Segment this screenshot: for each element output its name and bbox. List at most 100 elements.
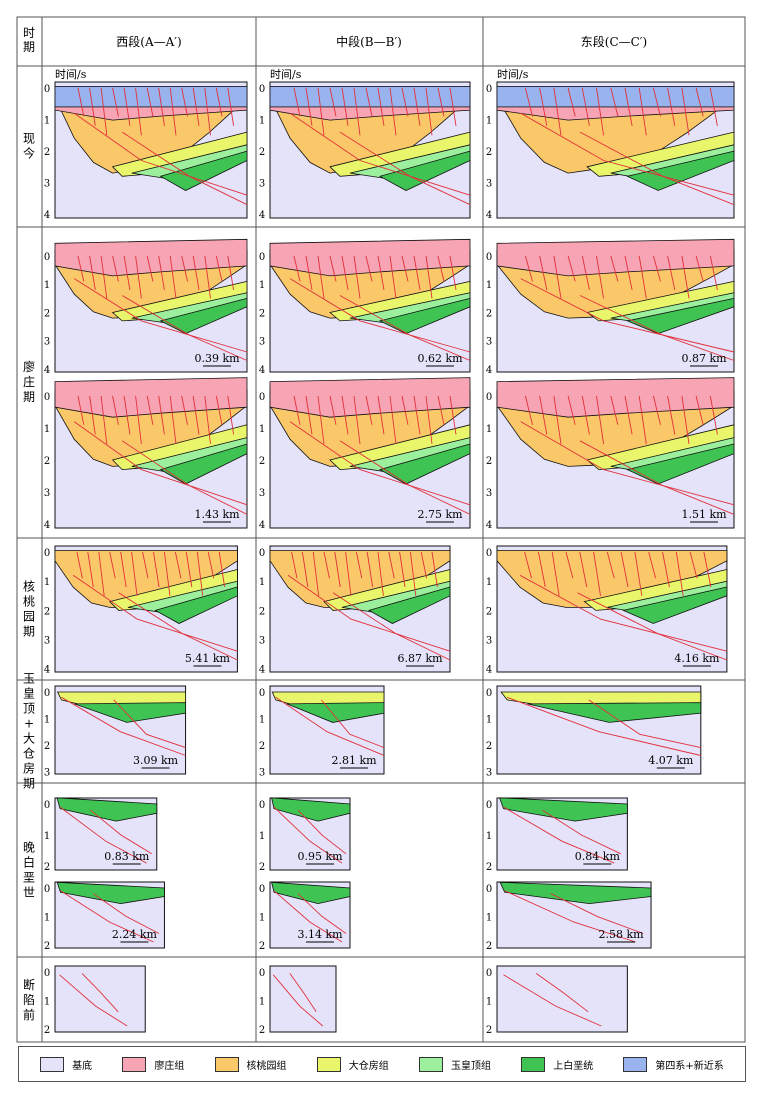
time-tick-label: 4 bbox=[486, 210, 492, 221]
fault-line bbox=[60, 890, 154, 943]
time-tick-label: 1 bbox=[486, 912, 492, 923]
section-panel-lz1-2: 0 1 2 3 4 0.87 km bbox=[486, 238, 735, 376]
time-tick-label: 1 bbox=[259, 714, 265, 725]
section-panel-kt1-1: 0 1 2 0.95 km bbox=[259, 797, 351, 873]
fault-line bbox=[320, 699, 385, 749]
basement-frame bbox=[269, 965, 337, 1033]
fault-line bbox=[77, 395, 85, 425]
fault-line bbox=[121, 295, 248, 361]
time-tick-label: 3 bbox=[486, 179, 492, 190]
time-tick-label: 0 bbox=[486, 884, 492, 895]
fault-line bbox=[227, 87, 235, 126]
legend-label: 基底 bbox=[72, 1060, 93, 1072]
time-tick-label: 1 bbox=[259, 116, 265, 127]
fault-line bbox=[76, 551, 83, 579]
time-tick-label: 2 bbox=[44, 147, 50, 158]
stratum-layer bbox=[269, 238, 471, 277]
time-tick-label: 2 bbox=[486, 308, 492, 319]
section-panel-hty-2: 0 1 2 3 4 4.16 km bbox=[486, 545, 728, 676]
time-tick-label: 2 bbox=[259, 741, 265, 752]
time-tick-label: 3 bbox=[259, 488, 265, 499]
fault-line bbox=[135, 255, 142, 299]
stratum-layer bbox=[154, 586, 238, 624]
fault-line bbox=[579, 295, 735, 361]
fault-line bbox=[227, 255, 235, 290]
fault-line bbox=[695, 255, 704, 282]
fault-line bbox=[341, 255, 349, 290]
fault-line bbox=[100, 395, 108, 445]
fault-line bbox=[413, 255, 421, 290]
fault-line bbox=[652, 395, 661, 425]
stratum-layer bbox=[367, 586, 451, 624]
fault-line bbox=[339, 440, 471, 515]
fault-line bbox=[317, 87, 325, 136]
fault-line bbox=[401, 255, 409, 282]
scale-label: 6.87 km bbox=[397, 652, 443, 665]
fault-line bbox=[437, 87, 445, 117]
fault-line bbox=[207, 551, 215, 579]
time-tick-label: 3 bbox=[259, 636, 265, 647]
stratum-layer bbox=[74, 702, 187, 723]
fault-line bbox=[579, 440, 735, 515]
legend-item-liaozhuang: 廖庄组 bbox=[122, 1056, 185, 1072]
fault-line bbox=[703, 551, 712, 588]
time-tick-label: 2 bbox=[486, 606, 492, 617]
section-panel-present-1: 0 1 2 3 4 时间/s bbox=[259, 68, 471, 221]
column-header-central: 中段(B—B′) bbox=[336, 34, 402, 49]
section-panel-hty-0: 0 1 2 3 4 5.41 km bbox=[44, 545, 238, 676]
time-tick-label: 2 bbox=[44, 862, 50, 873]
fault-line bbox=[181, 395, 188, 425]
legend-swatch bbox=[214, 1056, 239, 1072]
fault-line bbox=[89, 87, 96, 126]
stratum-layer bbox=[159, 150, 248, 191]
fault-line bbox=[89, 255, 96, 290]
period-label: 玉皇顶+大仓房期 bbox=[23, 672, 35, 791]
fault-line bbox=[388, 551, 395, 579]
fault-line bbox=[146, 87, 154, 117]
fault-line bbox=[389, 87, 397, 136]
time-tick-label: 1 bbox=[486, 280, 492, 291]
time-tick-label: 3 bbox=[486, 636, 492, 647]
stratum-layer bbox=[499, 881, 652, 905]
fault-line bbox=[112, 87, 119, 117]
fault-line bbox=[638, 395, 647, 445]
basement-frame bbox=[496, 965, 628, 1033]
fault-line bbox=[389, 395, 397, 445]
stratum-layer bbox=[527, 702, 702, 723]
fault-line bbox=[519, 574, 728, 652]
stratum-layer bbox=[378, 150, 471, 191]
fault-line bbox=[503, 806, 615, 864]
fault-line bbox=[121, 440, 248, 515]
fault-line bbox=[425, 87, 433, 136]
legend-label: 核桃园组 bbox=[246, 1060, 287, 1072]
stratum-layer bbox=[626, 150, 735, 191]
time-tick-label: 1 bbox=[486, 831, 492, 842]
period-label: 核桃园期 bbox=[23, 580, 35, 639]
fault-line bbox=[305, 395, 313, 435]
fault-line bbox=[153, 551, 160, 588]
legend-label: 玉皇顶组 bbox=[450, 1060, 491, 1072]
time-tick-label: 0 bbox=[259, 548, 265, 559]
time-tick-label: 3 bbox=[259, 337, 265, 348]
fault-line bbox=[365, 395, 373, 425]
fault-line bbox=[567, 87, 576, 117]
time-tick-label: 2 bbox=[486, 862, 492, 873]
section-panel-kt2-2: 0 1 2 2.58 km bbox=[486, 881, 652, 952]
fault-line bbox=[118, 592, 238, 661]
scale-label: 2.24 km bbox=[112, 928, 158, 941]
fault-line bbox=[112, 395, 119, 425]
fault-line bbox=[377, 255, 385, 290]
time-tick-label: 0 bbox=[486, 84, 492, 95]
time-tick-label: 0 bbox=[486, 252, 492, 263]
fault-line bbox=[90, 809, 152, 855]
legend-label: 廖庄组 bbox=[154, 1060, 185, 1072]
time-tick-label: 0 bbox=[44, 392, 50, 403]
section-panel-lz1-0: 0 1 2 3 4 0.39 km bbox=[44, 238, 248, 376]
section-panel-kt1-2: 0 1 2 0.84 km bbox=[486, 797, 628, 873]
fault-line bbox=[73, 278, 248, 353]
section-panel-pre-0: 0 1 2 bbox=[44, 965, 146, 1036]
fault-line bbox=[577, 592, 728, 661]
time-tick-label: 2 bbox=[486, 1025, 492, 1036]
time-tick-label: 4 bbox=[259, 520, 265, 531]
time-axis-title: 时间/s bbox=[497, 68, 529, 81]
